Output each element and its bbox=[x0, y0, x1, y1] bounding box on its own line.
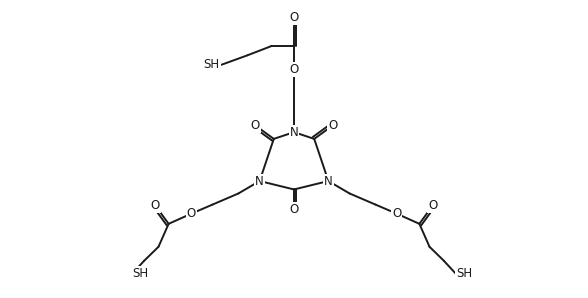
Text: O: O bbox=[151, 199, 160, 212]
Text: O: O bbox=[186, 207, 196, 220]
Text: O: O bbox=[392, 207, 402, 220]
Text: SH: SH bbox=[132, 267, 148, 280]
Text: O: O bbox=[289, 63, 299, 76]
Text: N: N bbox=[324, 175, 333, 187]
Text: O: O bbox=[289, 203, 299, 216]
Text: O: O bbox=[428, 199, 437, 212]
Text: O: O bbox=[289, 11, 299, 24]
Text: N: N bbox=[290, 126, 298, 139]
Text: O: O bbox=[328, 119, 338, 132]
Text: SH: SH bbox=[456, 267, 472, 280]
Text: SH: SH bbox=[203, 58, 220, 71]
Text: O: O bbox=[250, 119, 260, 132]
Text: N: N bbox=[255, 175, 264, 187]
